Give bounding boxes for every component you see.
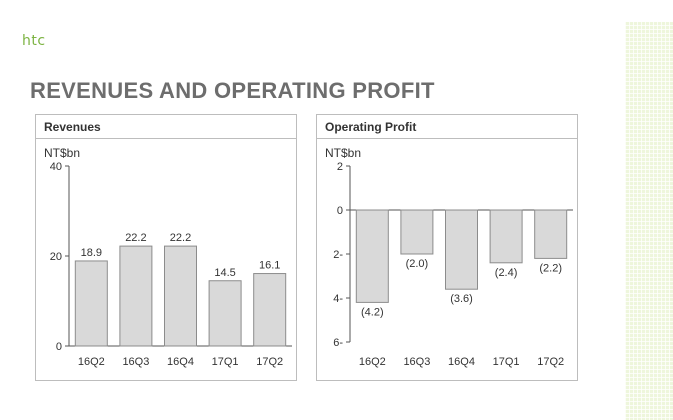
x-category-label: 16Q2	[359, 356, 386, 368]
data-label: (2.0)	[406, 258, 429, 270]
x-category-label: 17Q1	[493, 356, 520, 368]
data-label: (2.4)	[495, 267, 518, 279]
operating-profit-panel: Operating Profit NT$bn 2 0 2- 4- 6- (4.2) 16Q2 (…	[316, 114, 578, 381]
revenues-chart: NT$bn 0 20 40 18.9 16Q2 22.2 16Q3 22.2 16Q4 14.5 17…	[44, 146, 292, 368]
y-axis-unit-label: NT$bn	[325, 146, 361, 160]
bar	[164, 245, 197, 347]
data-label: 16.1	[259, 260, 280, 272]
htc-logo: htc	[22, 33, 46, 49]
data-label: 22.2	[170, 232, 191, 244]
data-label: 22.2	[125, 232, 146, 244]
operating-profit-chart: NT$bn2 0 2- 4- 6- (4.2) 16Q2 (2.0) 16Q3 (3.6) 16Q4…	[325, 146, 573, 368]
bar	[119, 245, 153, 347]
x-category-label: 16Q4	[167, 356, 194, 368]
x-category-label: 16Q3	[122, 356, 149, 368]
data-label: (2.2)	[539, 262, 562, 274]
bar	[445, 209, 478, 290]
revenues-panel-title: Revenues	[36, 115, 296, 139]
bar	[253, 273, 287, 347]
y-tick-label: 6-	[333, 337, 343, 349]
bar	[355, 209, 389, 303]
y-tick-label: 2	[337, 161, 343, 173]
decorative-stripe	[625, 22, 673, 420]
data-label: (3.6)	[450, 293, 473, 305]
y-tick-label: 40	[50, 161, 62, 173]
y-tick-label: 4-	[333, 293, 343, 305]
x-category-label: 17Q1	[212, 356, 239, 368]
y-tick-label: 2-	[333, 249, 343, 261]
operating-profit-panel-title: Operating Profit	[317, 115, 577, 139]
x-category-label: 17Q2	[256, 356, 283, 368]
bar	[534, 209, 568, 259]
x-category-label: 17Q2	[537, 356, 564, 368]
bar	[400, 209, 434, 255]
y-tick-label: 0	[337, 205, 343, 217]
x-category-label: 16Q3	[403, 356, 430, 368]
y-axis-unit-label: NT$bn	[44, 146, 80, 160]
y-tick-label: 0	[56, 341, 62, 353]
x-category-label: 16Q2	[78, 356, 105, 368]
y-tick-label: 20	[50, 251, 62, 263]
data-label: 18.9	[81, 247, 102, 259]
bar	[489, 209, 523, 264]
data-label: 14.5	[214, 267, 235, 279]
bar	[74, 260, 108, 347]
x-category-label: 16Q4	[448, 356, 475, 368]
page-title: REVENUES AND OPERATING PROFIT	[30, 78, 435, 103]
revenues-panel: Revenues NT$bn 0 20 40 18.9 16Q2 22.2 16Q3 22.2 1…	[35, 114, 297, 381]
bar	[208, 280, 242, 347]
data-label: (4.2)	[361, 306, 384, 318]
